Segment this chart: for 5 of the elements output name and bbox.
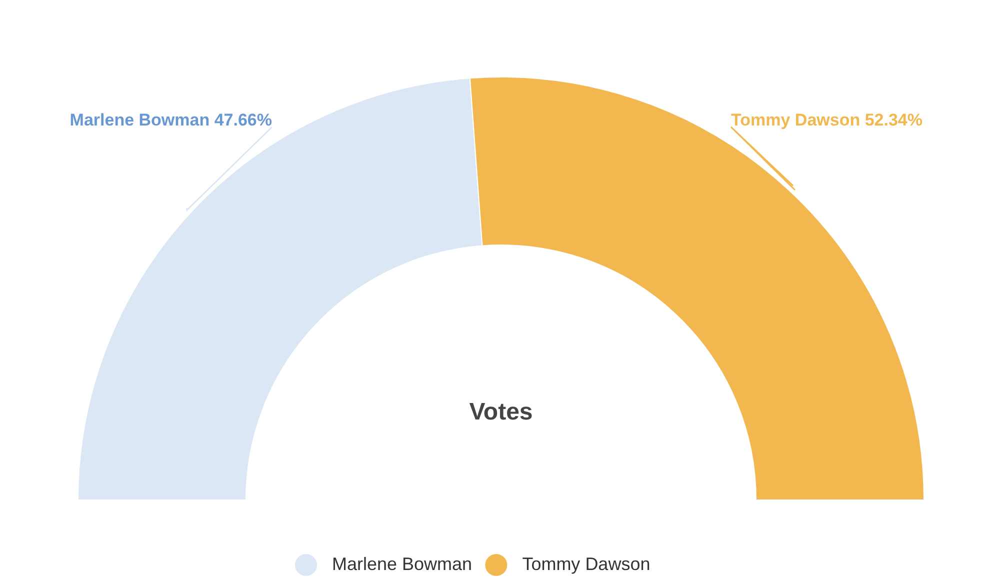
data-label: Tommy Dawson 52.34% bbox=[731, 110, 922, 130]
legend-label: Tommy Dawson bbox=[522, 554, 650, 574]
legend-label: Marlene Bowman bbox=[332, 554, 472, 574]
data-label: Marlene Bowman 47.66% bbox=[70, 110, 272, 130]
text: Votes bbox=[469, 398, 533, 426]
